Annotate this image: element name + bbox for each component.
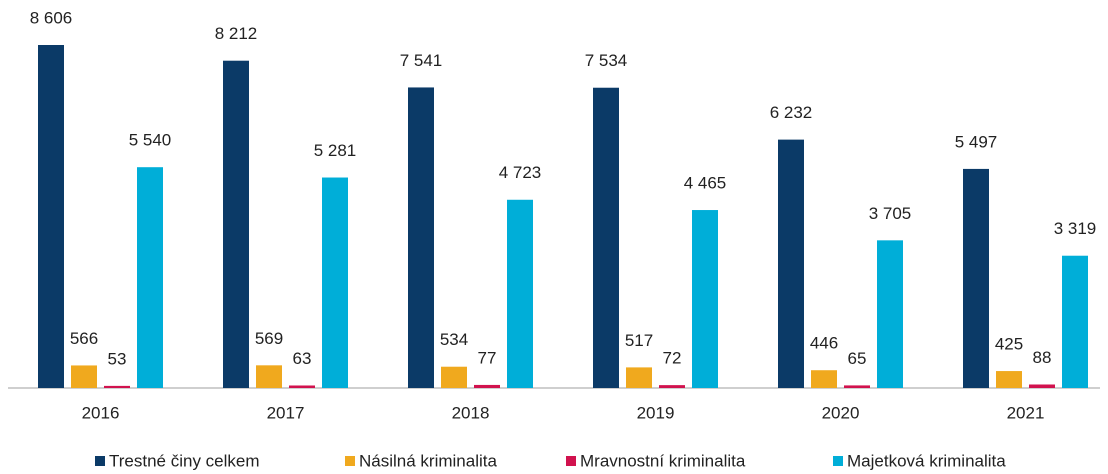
data-label: 3 705 <box>869 204 912 223</box>
legend-swatch <box>833 456 843 466</box>
bar <box>659 385 685 388</box>
legend-swatch <box>95 456 105 466</box>
data-label: 5 497 <box>955 132 998 151</box>
legend-swatch <box>566 456 576 466</box>
data-label: 6 232 <box>770 103 813 122</box>
data-label: 53 <box>108 349 127 368</box>
data-label: 7 541 <box>400 51 443 70</box>
bar <box>256 365 282 388</box>
legend-label: Majetková kriminalita <box>847 451 1006 470</box>
bar <box>289 385 315 388</box>
data-label: 4 723 <box>499 163 542 182</box>
data-label: 65 <box>848 349 867 368</box>
bar <box>844 385 870 388</box>
bar <box>441 366 467 388</box>
bar <box>811 370 837 388</box>
data-label: 569 <box>255 329 283 348</box>
bar <box>104 385 130 388</box>
x-tick-label: 2019 <box>637 403 675 422</box>
bar <box>778 139 804 388</box>
data-label: 4 465 <box>684 174 727 193</box>
data-label: 8 606 <box>30 8 73 27</box>
data-label: 517 <box>625 331 653 350</box>
legend-swatch <box>345 456 355 466</box>
data-label: 8 212 <box>215 24 258 43</box>
bar <box>71 365 97 388</box>
x-tick-label: 2016 <box>82 403 120 422</box>
bar <box>626 367 652 388</box>
x-tick-label: 2018 <box>452 403 490 422</box>
x-tick-label: 2017 <box>267 403 305 422</box>
data-label: 72 <box>663 349 682 368</box>
data-label: 446 <box>810 334 838 353</box>
data-label: 7 534 <box>585 51 628 70</box>
data-label: 566 <box>70 329 98 348</box>
data-label: 5 281 <box>314 141 357 160</box>
data-label: 425 <box>995 335 1023 354</box>
bar <box>1062 255 1088 388</box>
bar <box>474 384 500 388</box>
bar <box>223 60 249 388</box>
x-tick-label: 2021 <box>1007 403 1045 422</box>
data-label: 88 <box>1033 348 1052 367</box>
bar <box>877 240 903 388</box>
data-label: 3 319 <box>1054 219 1097 238</box>
bar <box>408 87 434 389</box>
legend-label: Mravnostní kriminalita <box>580 451 746 470</box>
bar <box>996 371 1022 388</box>
bar <box>137 167 163 388</box>
data-label: 534 <box>440 330 468 349</box>
bar <box>507 199 533 388</box>
bar <box>593 87 619 389</box>
data-label: 77 <box>478 348 497 367</box>
bar <box>963 168 989 388</box>
x-tick-label: 2020 <box>822 403 860 422</box>
bar <box>322 177 348 388</box>
bar <box>38 45 64 388</box>
legend-label: Násilná kriminalita <box>359 451 497 470</box>
data-label: 5 540 <box>129 131 172 150</box>
legend-label: Trestné činy celkem <box>109 451 260 470</box>
bar <box>692 210 718 388</box>
bar <box>1029 384 1055 388</box>
data-label: 63 <box>293 349 312 368</box>
